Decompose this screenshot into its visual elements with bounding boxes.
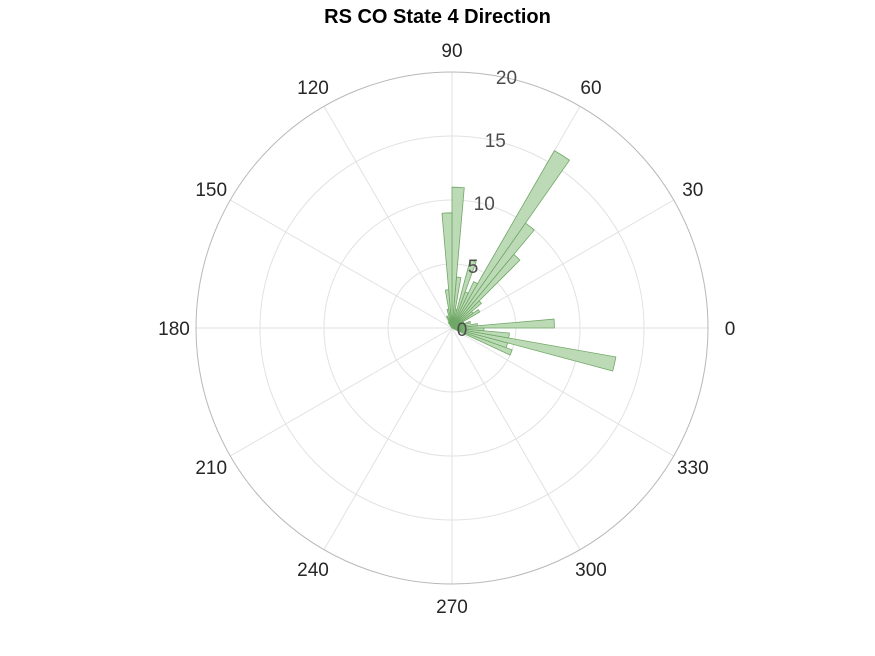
r-tick-label-20: 20 (496, 68, 517, 89)
polar-grid (195, 71, 709, 585)
histogram-bar-2 (451, 327, 617, 372)
grid-spoke-210 (230, 327, 453, 457)
histogram-bar-17 (451, 281, 479, 329)
chart-title: RS CO State 4 Direction (324, 6, 551, 28)
r-tick-label-10: 10 (474, 194, 495, 215)
tick-label-layer: 0 30 60 90 120 150 180 210 240 270 300 330 0 5 10 15 20 (158, 41, 735, 618)
grid-spoke-240 (323, 327, 453, 550)
theta-tick-label-30: 30 (682, 180, 703, 201)
histogram-bar-22 (451, 186, 465, 329)
grid-spoke-150 (230, 199, 453, 329)
grid-spoke-330 (451, 327, 674, 457)
r-tick-label-15: 15 (485, 131, 506, 152)
theta-tick-label-0: 0 (725, 319, 736, 340)
histogram-bar-16 (451, 150, 571, 329)
r-tick-label-0: 0 (457, 320, 468, 341)
grid-spoke-120 (323, 106, 453, 329)
grid-spoke-30 (451, 199, 674, 329)
grid-spoke-300 (451, 327, 581, 550)
theta-tick-label-180: 180 (158, 319, 190, 340)
theta-tick-label-150: 150 (195, 180, 227, 201)
bar-layer (441, 150, 617, 372)
theta-tick-label-270: 270 (436, 597, 468, 618)
outer-ring (195, 71, 709, 585)
histogram-bar-3 (451, 327, 510, 339)
histogram-bar-15 (451, 222, 535, 329)
theta-tick-label-300: 300 (575, 560, 607, 581)
r-tick-label-5: 5 (468, 257, 479, 278)
theta-tick-label-240: 240 (297, 560, 329, 581)
theta-tick-label-60: 60 (580, 78, 601, 99)
theta-tick-label-120: 120 (297, 78, 329, 99)
theta-tick-label-330: 330 (677, 458, 709, 479)
histogram-bar-19 (451, 259, 477, 329)
theta-tick-label-210: 210 (195, 458, 227, 479)
histogram-bar-0 (451, 327, 513, 356)
histogram-bar-29 (447, 321, 453, 329)
theta-tick-label-90: 90 (441, 41, 462, 62)
